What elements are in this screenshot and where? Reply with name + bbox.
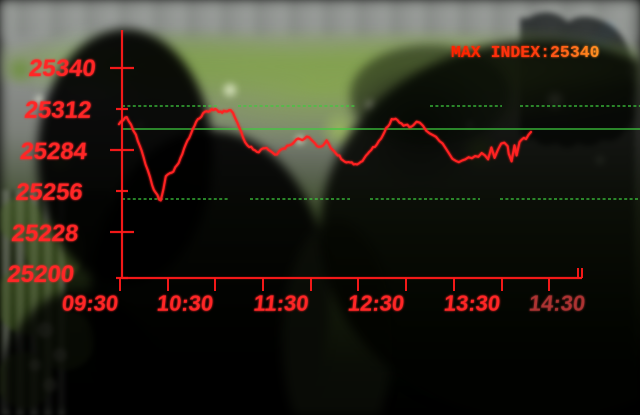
- svg-text:12:30: 12:30: [347, 291, 406, 316]
- svg-text:09:30: 09:30: [61, 291, 120, 316]
- svg-text:13:30: 13:30: [443, 291, 502, 316]
- svg-text:10:30: 10:30: [156, 291, 215, 316]
- svg-text:25284: 25284: [19, 138, 89, 165]
- svg-text:25200: 25200: [6, 261, 76, 288]
- svg-text:11:30: 11:30: [252, 291, 310, 316]
- svg-text:25256: 25256: [15, 179, 85, 206]
- svg-text:25340: 25340: [28, 55, 98, 82]
- svg-text:25312: 25312: [23, 97, 93, 124]
- svg-text:14:30: 14:30: [528, 291, 587, 316]
- svg-text:25228: 25228: [10, 220, 80, 247]
- svg-text:MAX INDEX:25340: MAX INDEX:25340: [451, 43, 600, 62]
